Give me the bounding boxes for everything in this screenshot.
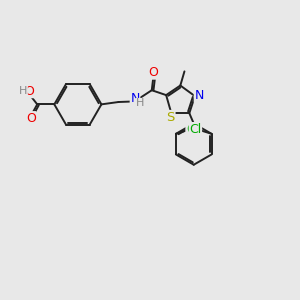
Text: O: O bbox=[148, 66, 158, 79]
Text: H: H bbox=[19, 86, 27, 96]
Text: S: S bbox=[167, 110, 175, 124]
Text: O: O bbox=[26, 112, 36, 125]
Text: Cl: Cl bbox=[189, 123, 202, 136]
Text: O: O bbox=[24, 85, 34, 98]
Text: N: N bbox=[130, 92, 140, 105]
Text: N: N bbox=[194, 89, 204, 102]
Text: Cl: Cl bbox=[186, 123, 198, 136]
Text: H: H bbox=[136, 98, 144, 109]
